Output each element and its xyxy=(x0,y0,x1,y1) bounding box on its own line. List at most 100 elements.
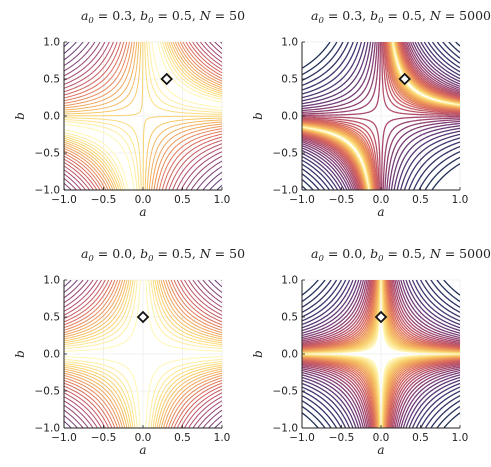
y-tick-label: −1.0 xyxy=(273,185,299,197)
title-n-sym: N xyxy=(199,8,212,23)
marker-diamond xyxy=(136,310,150,324)
contour-line xyxy=(302,42,460,190)
contour-line xyxy=(302,280,460,428)
title-b-val: = 0.5, xyxy=(384,246,430,261)
x-tick-label: 1.0 xyxy=(214,432,231,444)
x-tick-label: −1.0 xyxy=(289,194,315,206)
x-tick-label: 0.5 xyxy=(412,432,429,444)
title-a-sym: a xyxy=(81,8,88,23)
contour-line xyxy=(302,42,460,190)
title-a-val: = 0.3, xyxy=(94,8,140,23)
title-b-sub: 0 xyxy=(378,16,384,26)
y-tick-label: −1.0 xyxy=(273,423,299,435)
title-b-val: = 0.5, xyxy=(154,8,200,23)
contour-line xyxy=(64,42,222,190)
contour-line xyxy=(64,280,222,428)
x-tick-label: −0.5 xyxy=(329,432,355,444)
title-b-val: = 0.5, xyxy=(384,8,430,23)
y-tick-label: 0.5 xyxy=(43,74,60,86)
contour-line xyxy=(64,42,222,190)
contour-line xyxy=(302,280,460,428)
x-tick-label: −0.5 xyxy=(329,194,355,206)
contour-line xyxy=(64,280,222,428)
title-b-sym: b xyxy=(140,246,148,261)
contour-line xyxy=(64,42,222,190)
x-tick-label: 1.0 xyxy=(214,194,231,206)
contour-line xyxy=(302,42,460,190)
contour-line xyxy=(302,42,460,190)
contour-line xyxy=(302,42,460,190)
contour-line xyxy=(302,42,460,190)
x-tick-label: 0.0 xyxy=(373,432,390,444)
title-a-sub: 0 xyxy=(318,254,324,264)
contour-line xyxy=(64,42,222,190)
contour-line xyxy=(64,42,222,190)
x-tick-label: 1.0 xyxy=(452,432,469,444)
x-tick-label: 0.0 xyxy=(135,432,152,444)
y-tick-label: −0.5 xyxy=(273,148,299,160)
title-b-sub: 0 xyxy=(378,254,384,264)
y-tick-label: 0.5 xyxy=(281,74,298,86)
title-n-val: = 50 xyxy=(211,246,245,261)
y-tick-label: 0.0 xyxy=(43,111,60,123)
y-tick-label: −0.5 xyxy=(35,148,61,160)
contour-line xyxy=(64,280,222,428)
contour-line xyxy=(64,280,222,428)
contour-line xyxy=(64,280,222,428)
y-tick-label: −1.0 xyxy=(35,185,61,197)
contour-line xyxy=(64,42,222,190)
contour-line xyxy=(302,42,460,190)
contour-line xyxy=(64,280,222,428)
x-tick-label: 0.0 xyxy=(373,194,390,206)
y-tick-label: 0.5 xyxy=(43,312,60,324)
contour-line xyxy=(64,42,222,190)
contour-line xyxy=(64,280,222,428)
contour-line xyxy=(302,42,460,190)
contour-line xyxy=(302,42,460,190)
contour-line xyxy=(302,42,460,190)
contour-line xyxy=(302,280,460,428)
marker-diamond xyxy=(374,310,388,324)
y-tick-label: 1.0 xyxy=(43,37,60,49)
contour-line xyxy=(64,280,222,428)
x-tick-label: 1.0 xyxy=(452,194,469,206)
contour-line xyxy=(302,280,460,428)
contour-line xyxy=(64,42,222,190)
title-a-sym: a xyxy=(81,246,88,261)
contour-line xyxy=(64,42,222,190)
contour-line xyxy=(64,280,222,428)
title-a-val: = 0.0, xyxy=(94,246,140,261)
title-b-val: = 0.5, xyxy=(154,246,200,261)
contour-line xyxy=(302,42,460,190)
x-tick-label: 0.5 xyxy=(174,432,191,444)
title-a-sym: a xyxy=(311,8,318,23)
title-n-sym: N xyxy=(429,8,442,23)
contour-lines xyxy=(302,42,460,190)
panel-title: a0 = 0.3, b0 = 0.5, N = 5000 xyxy=(311,8,491,26)
contour-line xyxy=(302,280,460,428)
y-tick-label: 0.0 xyxy=(281,349,298,361)
contour-line xyxy=(64,280,222,428)
x-axis-label: a xyxy=(139,443,146,457)
title-a-sub: 0 xyxy=(318,16,324,26)
title-n-sym: N xyxy=(429,246,442,261)
x-tick-label: −1.0 xyxy=(289,432,315,444)
title-b-sub: 0 xyxy=(148,254,154,264)
contour-line xyxy=(64,42,222,190)
contour-line xyxy=(302,280,460,428)
panel-title: a0 = 0.0, b0 = 0.5, N = 50 xyxy=(81,246,245,264)
contour-line xyxy=(64,280,222,428)
contour-line xyxy=(64,280,222,428)
title-a-sub: 0 xyxy=(88,254,94,264)
title-b-sym: b xyxy=(370,246,378,261)
contour-line xyxy=(302,42,460,190)
title-a-sym: a xyxy=(311,246,318,261)
y-axis-label: b xyxy=(251,350,265,358)
contour-line xyxy=(302,280,460,428)
contour-line xyxy=(64,42,222,190)
marker-diamond xyxy=(398,72,411,86)
contour-line xyxy=(64,280,222,428)
contour-line xyxy=(302,42,460,190)
x-tick-label: −1.0 xyxy=(51,194,77,206)
